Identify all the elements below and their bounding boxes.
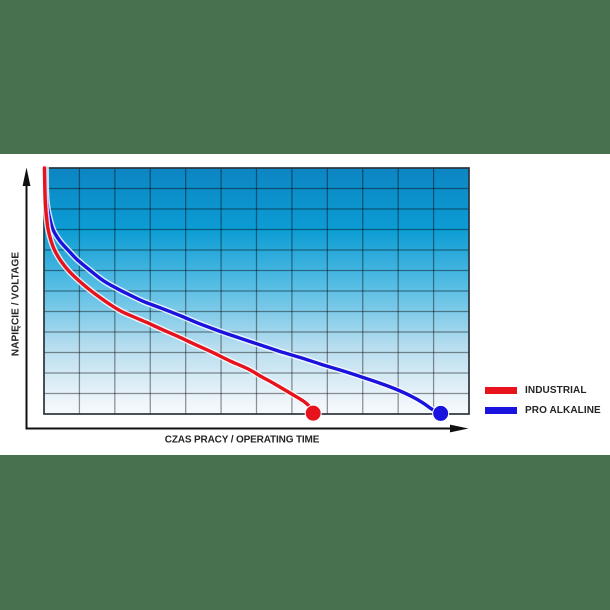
bottom-green-band	[0, 455, 610, 610]
end-dot-pro-alkaline	[432, 404, 450, 422]
curve-industrial	[42, 166, 315, 415]
curve-pro-alkaline	[44, 166, 443, 416]
x-axis-title: CZAS PRACY / OPERATING TIME	[164, 434, 320, 446]
plot-border	[43, 167, 470, 415]
legend-swatch-industrial	[485, 387, 517, 394]
top-green-band	[0, 0, 610, 154]
legend-swatch-pro-alkaline	[485, 407, 517, 414]
grid-lines	[44, 168, 469, 414]
axes	[22, 167, 469, 433]
legend-item-industrial: INDUSTRIAL	[485, 383, 601, 398]
end-dot-industrial	[304, 404, 322, 422]
series-curves	[41, 166, 450, 422]
x-axis-arrowhead	[450, 424, 469, 433]
y-axis-arrowhead	[22, 167, 31, 186]
legend-item-pro-alkaline: PRO ALKALINE	[485, 403, 601, 418]
legend: INDUSTRIAL PRO ALKALINE	[485, 383, 601, 423]
legend-label-pro-alkaline: PRO ALKALINE	[525, 405, 601, 416]
legend-label-industrial: INDUSTRIAL	[525, 385, 587, 396]
y-axis-title: NAPIĘCIE / VOLTAGE	[10, 251, 22, 357]
